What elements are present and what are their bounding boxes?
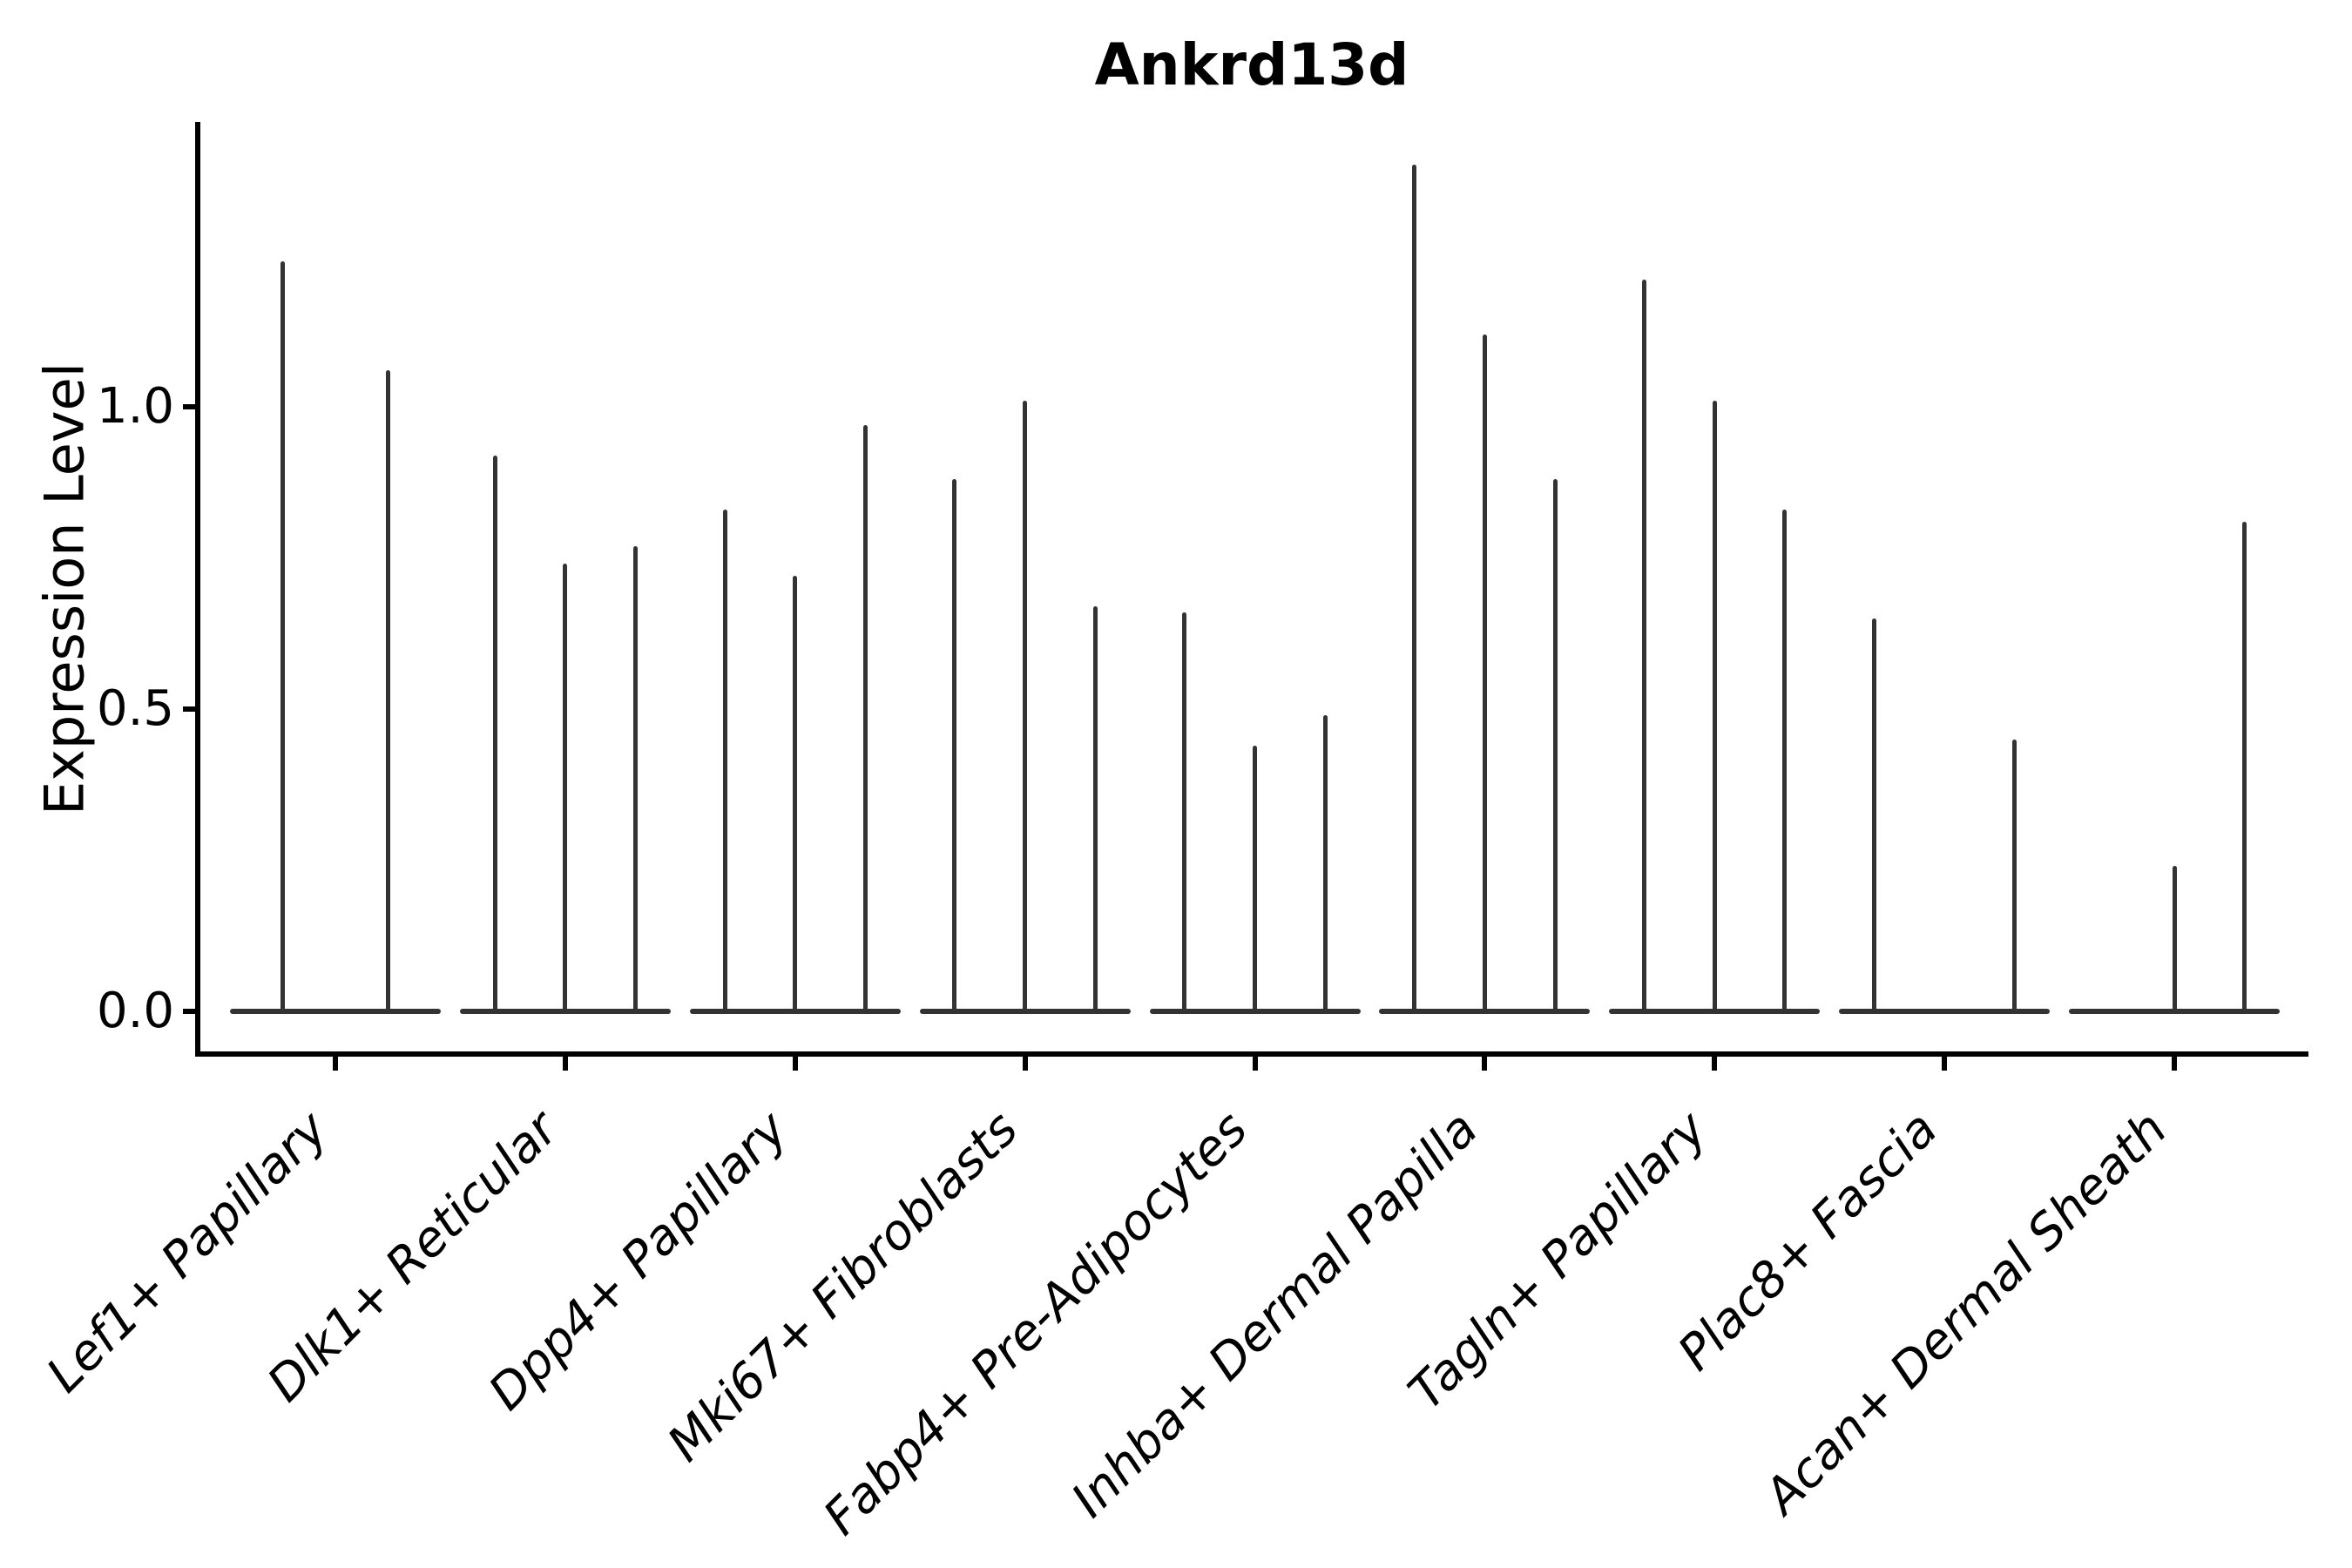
y-tick-mark: [183, 404, 195, 409]
y-axis-spine: [195, 122, 200, 1057]
violin-spike: [633, 545, 639, 1014]
violin-spike: [1253, 745, 1257, 1014]
x-tick-mark: [1482, 1057, 1488, 1071]
violin-spike: [2242, 521, 2247, 1014]
x-tick-mark: [1252, 1057, 1258, 1071]
x-axis-spine: [195, 1051, 2308, 1057]
violin-spike: [386, 370, 390, 1014]
x-tick-mark: [792, 1057, 798, 1071]
violin-spike: [862, 424, 868, 1014]
violin-spike: [280, 261, 285, 1014]
x-tick-mark: [1942, 1057, 1948, 1071]
violin-body: [1839, 1009, 2051, 1014]
violin-spike: [1182, 612, 1187, 1014]
x-tick-label: Inhba+ Dermal Papilla: [1060, 1100, 1489, 1529]
violin-spike: [2172, 866, 2177, 1014]
y-tick-label: 0.5: [96, 680, 174, 737]
violin-spike: [492, 455, 497, 1014]
plot-title: Ankrd13d: [1094, 31, 1409, 98]
x-tick-mark: [1022, 1057, 1028, 1071]
x-tick-label: Acan+ Dermal Sheath: [1754, 1100, 2179, 1525]
violin-spike: [1482, 334, 1487, 1014]
violin-spike: [1023, 401, 1028, 1014]
violin-spike: [1642, 280, 1647, 1014]
violin-spike: [793, 576, 798, 1014]
violin-spike: [1782, 509, 1788, 1014]
violin-body: [230, 1009, 441, 1014]
x-tick-mark: [1712, 1057, 1718, 1071]
y-tick-label: 0.0: [96, 983, 174, 1039]
x-tick-mark: [2172, 1057, 2177, 1071]
x-tick-mark: [333, 1057, 338, 1071]
violin-spike: [1871, 618, 1876, 1014]
y-tick-label: 1.0: [96, 378, 174, 435]
violin-spike: [722, 509, 727, 1014]
x-tick-mark: [562, 1057, 568, 1071]
violin-spike: [1712, 401, 1717, 1014]
violin-spike: [1092, 606, 1098, 1014]
violin-spike: [1322, 714, 1328, 1014]
y-tick-mark: [183, 1009, 195, 1014]
violin-spike: [1552, 479, 1558, 1014]
y-tick-mark: [183, 706, 195, 712]
violin-spike: [952, 479, 957, 1014]
violin-spike: [1412, 165, 1417, 1014]
x-tick-label: Fabp4+ Pre-Adipocytes: [813, 1100, 1260, 1546]
violin-spike: [2012, 739, 2017, 1014]
violin-spike: [563, 564, 568, 1014]
